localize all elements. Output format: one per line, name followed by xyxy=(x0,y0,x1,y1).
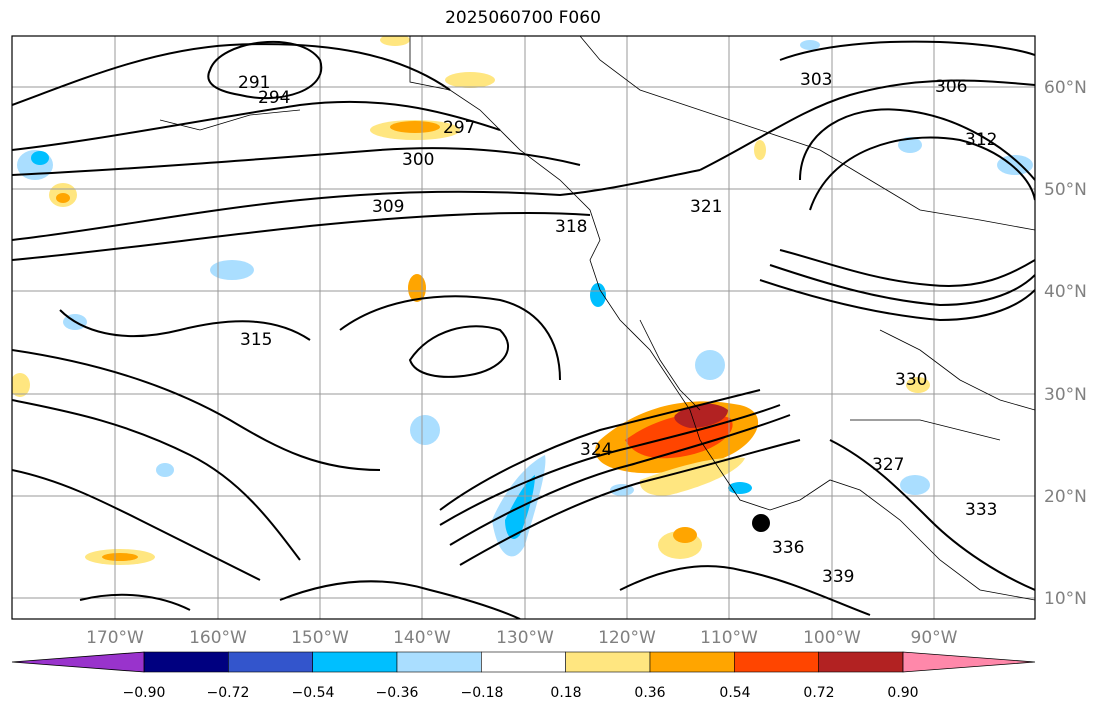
storm-center-marker xyxy=(752,514,770,532)
contour-label: 300 xyxy=(402,150,434,170)
colorbar-segment xyxy=(818,651,904,673)
colorbar-tick: 0.54 xyxy=(719,685,750,701)
lon-tick-label: 100°W xyxy=(803,628,861,648)
contour-label: 318 xyxy=(555,217,587,237)
lat-tick-label: 50°N xyxy=(1044,180,1087,200)
lat-tick-label: 20°N xyxy=(1044,487,1087,507)
chart-title: 2025060700 F060 xyxy=(445,8,601,28)
contour-label: 291 xyxy=(238,73,270,93)
contour-label: 297 xyxy=(443,118,475,138)
colorbar-segment xyxy=(734,651,819,673)
coastlines xyxy=(159,36,1035,601)
colorbar-tick: −0.36 xyxy=(376,685,419,701)
contour-label: 336 xyxy=(772,538,804,558)
contour-label: 306 xyxy=(935,77,967,97)
colorbar-segment xyxy=(396,651,482,673)
contour-label: 327 xyxy=(872,455,904,475)
lon-tick-label: 130°W xyxy=(496,628,554,648)
contour-label: 309 xyxy=(372,197,404,217)
colorbar-segment xyxy=(312,651,398,673)
colorbar-tick: 0.18 xyxy=(550,685,581,701)
colorbar-tick: −0.90 xyxy=(123,685,166,701)
colorbar-segment xyxy=(228,651,313,673)
lon-tick-label: 160°W xyxy=(189,628,247,648)
colorbar-segment xyxy=(565,651,651,673)
colorbar-segment xyxy=(481,651,566,673)
colorbar-tick: 0.90 xyxy=(887,685,918,701)
contour-label: 330 xyxy=(895,370,927,390)
colorbar: −0.90 −0.72 −0.54 −0.36 −0.18 0.18 0.36 … xyxy=(11,651,1036,701)
contour-label: 303 xyxy=(800,70,832,90)
colorbar-tick: −0.18 xyxy=(461,685,504,701)
map-border xyxy=(11,35,1036,620)
contour-label: 315 xyxy=(240,330,272,350)
lon-tick-label: 120°W xyxy=(598,628,656,648)
lon-tick-label: 170°W xyxy=(86,628,144,648)
lat-tick-label: 40°N xyxy=(1044,282,1087,302)
contour-label: 321 xyxy=(690,197,722,217)
contour-label: 312 xyxy=(965,130,997,150)
colorbar-tick: −0.72 xyxy=(207,685,250,701)
lat-tick-label: 60°N xyxy=(1044,78,1087,98)
colorbar-left-extend xyxy=(11,651,145,673)
lat-tick-label: 10°N xyxy=(1044,589,1087,609)
contour-label-layer: 291 294 297 300 303 306 309 312 315 318 … xyxy=(238,70,997,587)
colorbar-tick-labels: −0.90 −0.72 −0.54 −0.36 −0.18 0.18 0.36 … xyxy=(123,685,919,701)
lat-tick-label: 30°N xyxy=(1044,385,1087,405)
longitude-tick-labels: 170°W 160°W 150°W 140°W 130°W 120°W 110°… xyxy=(86,628,958,648)
lon-tick-label: 150°W xyxy=(291,628,349,648)
contour-label: 339 xyxy=(822,567,854,587)
colorbar-tick: 0.72 xyxy=(803,685,834,701)
colorbar-tick: 0.36 xyxy=(634,685,665,701)
lon-tick-label: 140°W xyxy=(393,628,451,648)
colorbar-segment xyxy=(143,651,229,673)
colorbar-tick: −0.54 xyxy=(292,685,335,701)
lon-tick-label: 110°W xyxy=(700,628,758,648)
contour-label: 294 xyxy=(258,88,290,108)
contour-label: 324 xyxy=(580,440,612,460)
colorbar-right-extend xyxy=(902,651,1036,673)
latitude-tick-labels: 60°N 50°N 40°N 30°N 20°N 10°N xyxy=(1044,78,1087,609)
contour-label: 333 xyxy=(965,500,997,520)
colorbar-segment xyxy=(649,651,735,673)
lon-tick-label: 90°W xyxy=(911,628,958,648)
theta-contours xyxy=(12,40,1035,619)
